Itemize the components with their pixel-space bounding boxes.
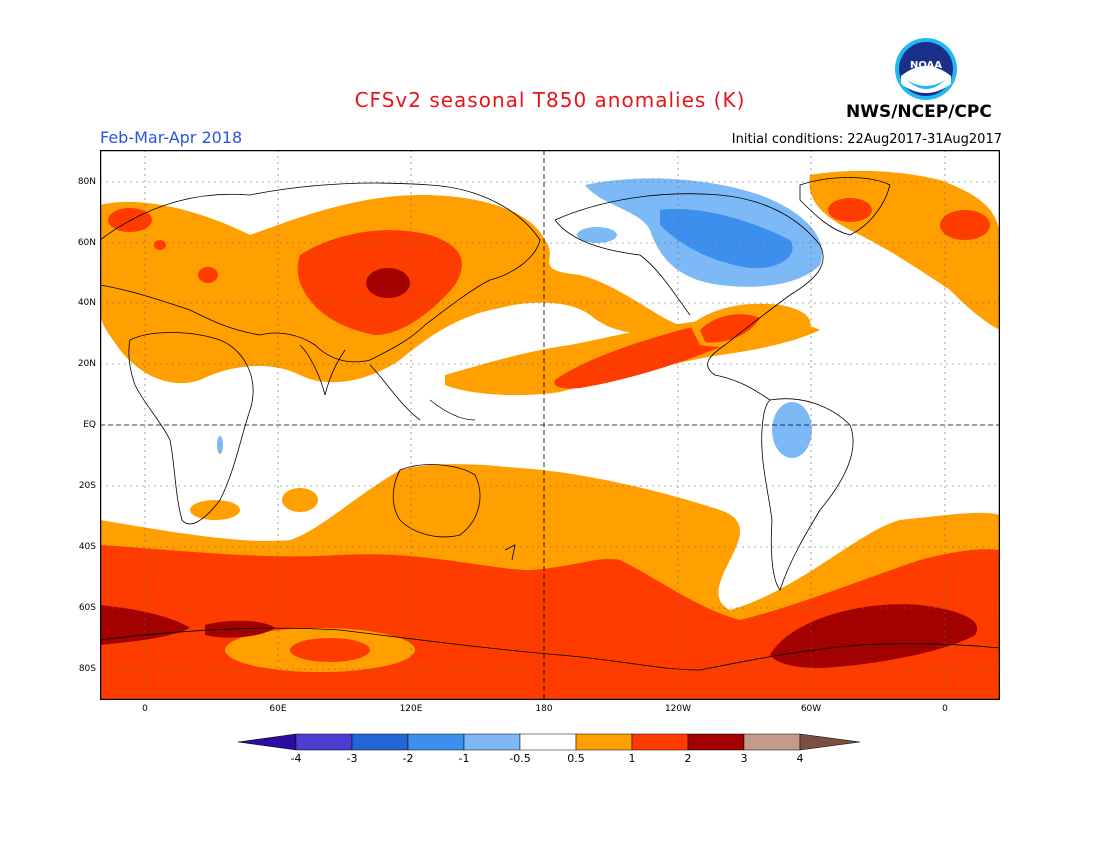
lat-label: 40N: [77, 298, 96, 308]
colorbar-low-arrow: [238, 733, 297, 751]
lat-label: 60N: [77, 238, 96, 248]
colorbar: [238, 733, 861, 751]
east-pacific-red: [554, 322, 732, 389]
lon-label: 0: [942, 704, 948, 714]
noaa-logo: NOAA: [895, 38, 957, 100]
colorbar-bin: [575, 733, 633, 751]
antarctic-dark-red-center: [205, 620, 275, 638]
colorbar-label: -2: [402, 752, 414, 765]
lat-label: 80S: [78, 664, 96, 674]
south-america-blue: [772, 402, 812, 458]
lon-label: 0: [142, 704, 148, 714]
forecast-period: Feb-Mar-Apr 2018: [100, 128, 243, 147]
colorbar-label: -0.5: [509, 752, 531, 765]
canada-darker-blue: [660, 209, 793, 269]
colorbar-label: 2: [684, 752, 692, 765]
lat-label: 20N: [77, 359, 96, 369]
lon-label: 60W: [800, 704, 822, 714]
initial-conditions: Initial conditions: 22Aug2017-31Aug2017: [731, 132, 1002, 147]
asia-dark-red: [366, 268, 410, 298]
colorbar-high-arrow: [799, 733, 861, 751]
continent-outlines: [100, 177, 1000, 671]
lon-label: 120W: [664, 704, 692, 714]
colorbar-bin: [295, 733, 353, 751]
lat-label: EQ: [83, 420, 96, 430]
lat-label: 20S: [78, 481, 96, 491]
colorbar-bin: [351, 733, 409, 751]
colorbar-label: -1: [458, 752, 470, 765]
colorbar-label: -3: [346, 752, 358, 765]
lon-label: 180: [535, 704, 553, 714]
australia-orange: [390, 464, 590, 532]
colorbar-bin: [743, 733, 801, 751]
colorbar-label: 3: [740, 752, 748, 765]
colorbar-bin: [687, 733, 745, 751]
colorbar-bin: [631, 733, 689, 751]
agency-label: NWS/NCEP/CPC: [846, 102, 992, 122]
colorbar-bin: [463, 733, 521, 751]
colorbar-bin: [519, 733, 577, 751]
colorbar-label: 1: [628, 752, 636, 765]
lon-label: 60E: [269, 704, 287, 714]
lat-label: 60S: [78, 603, 96, 613]
colorbar-bin: [407, 733, 465, 751]
gridlines: [100, 150, 1000, 700]
colorbar-label: 0.5: [567, 752, 585, 765]
noaa-logo-text: NOAA: [910, 60, 942, 71]
lat-label: 80N: [77, 177, 96, 187]
chart-title: CFSv2 seasonal T850 anomalies (K): [354, 88, 746, 112]
lon-label: 120E: [399, 704, 423, 714]
anomaly-map: [100, 150, 1000, 700]
lat-label: 40S: [78, 542, 96, 552]
antarctic-dark-red-east: [770, 604, 978, 668]
colorbar-label: -4: [290, 752, 302, 765]
colorbar-label: 4: [796, 752, 804, 765]
